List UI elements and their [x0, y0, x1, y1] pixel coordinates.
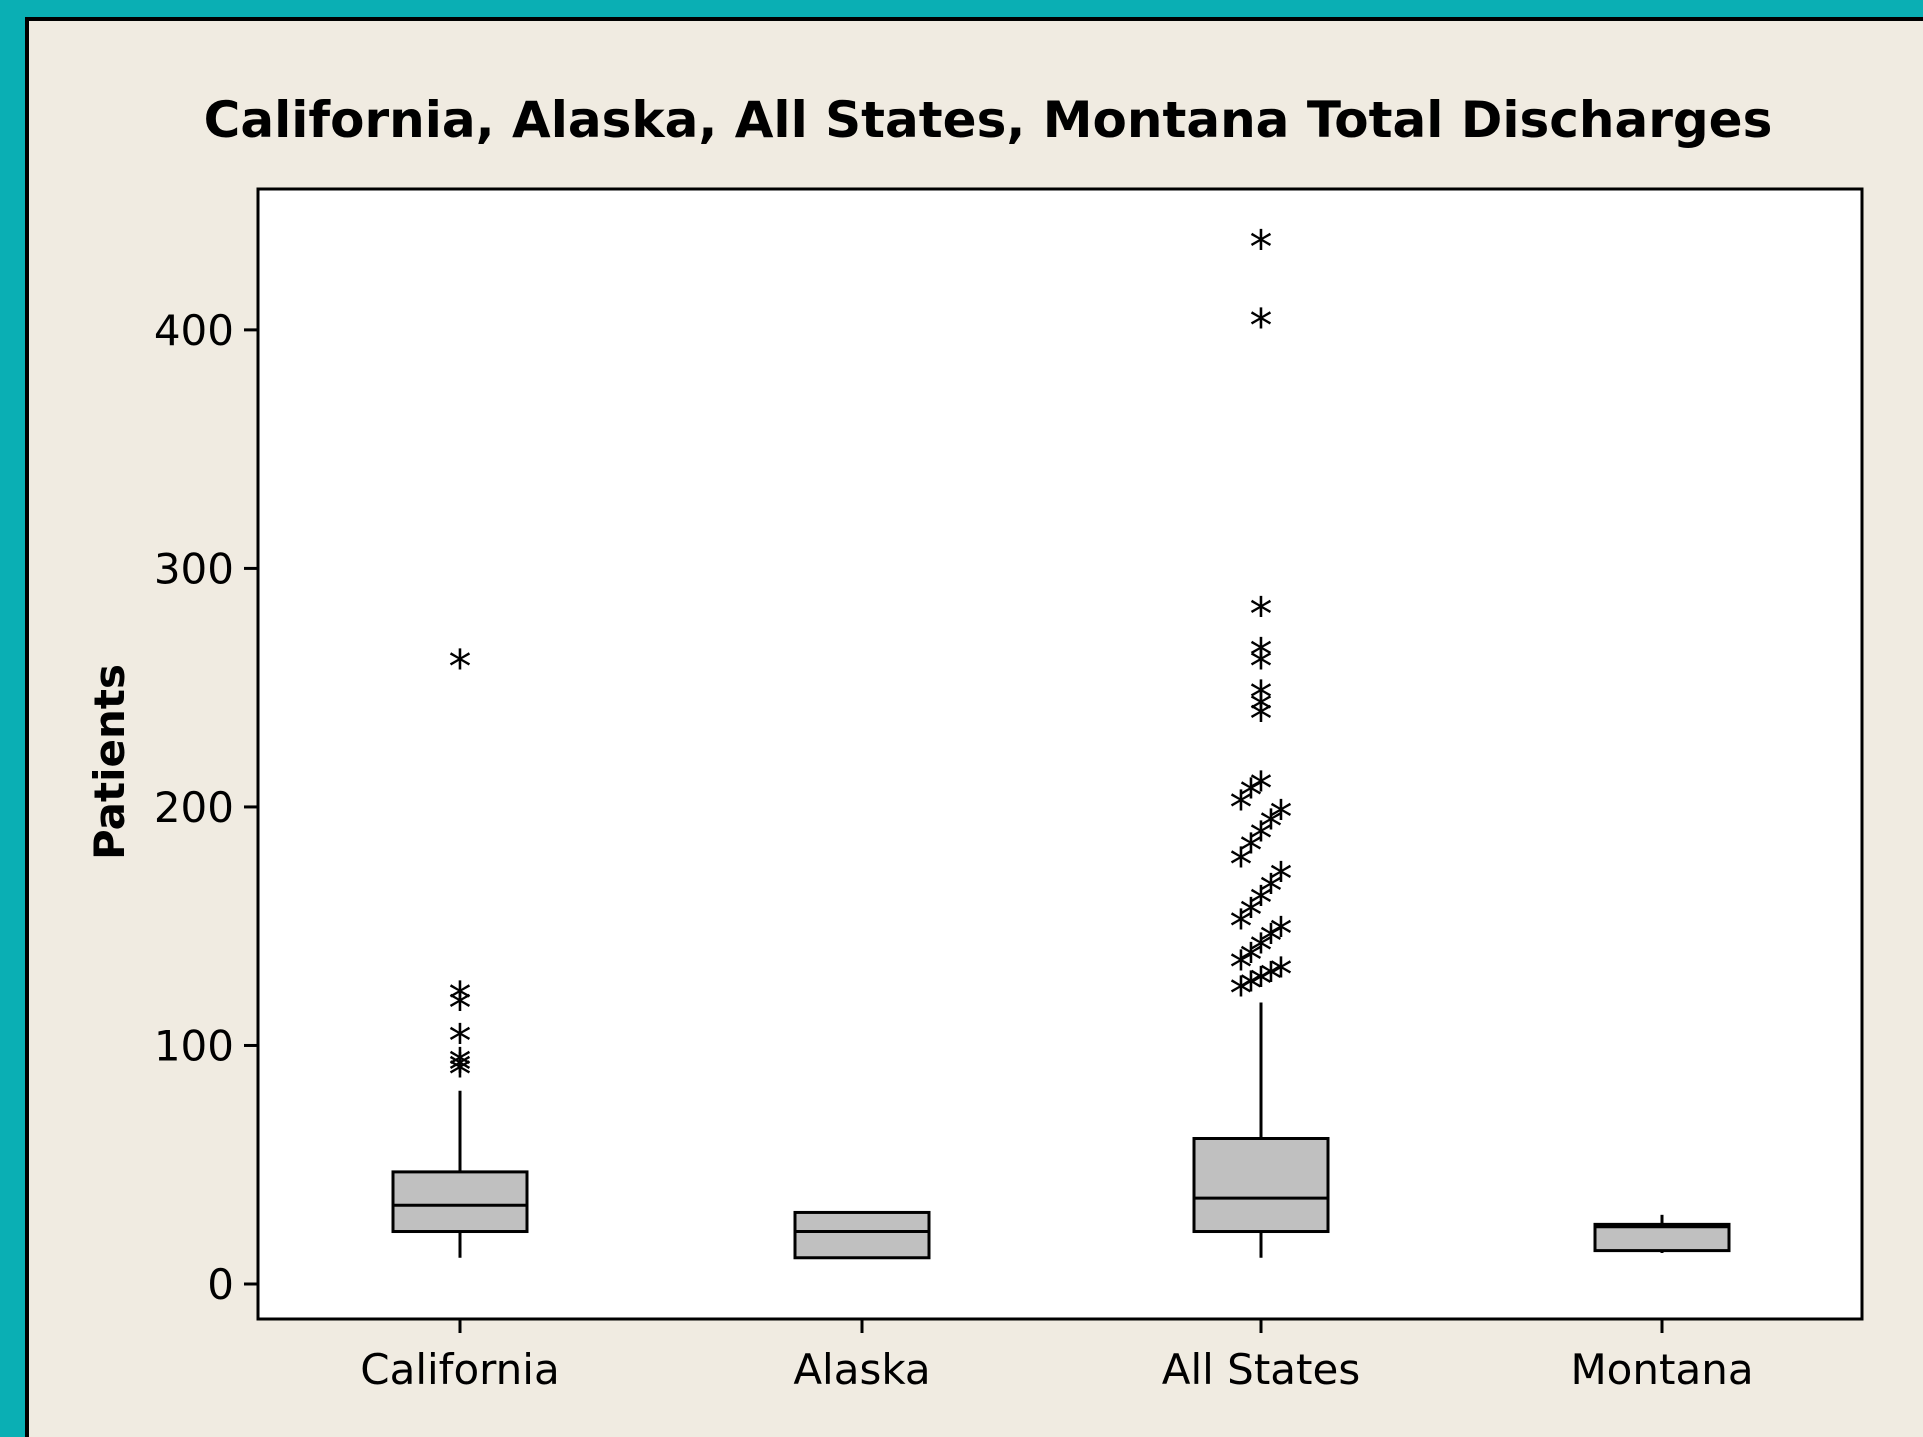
outlier-point: *	[1247, 876, 1275, 930]
outlier-point: *	[446, 1039, 474, 1093]
y-axis-title: Patients	[85, 664, 134, 860]
y-tick-label: 100	[154, 1021, 234, 1070]
plot-area	[256, 187, 1864, 1321]
y-tick-label: 0	[207, 1260, 234, 1309]
y-tick-label: 400	[154, 306, 234, 355]
box-california: *******	[391, 640, 529, 1258]
outlier-point: *	[1267, 907, 1295, 961]
y-axis: 0 100 200 300 400	[154, 306, 258, 1309]
box-montana	[1593, 1214, 1731, 1253]
outlier-point: *	[1247, 671, 1275, 725]
outlier-point: *	[1247, 762, 1275, 816]
outlier-point: *	[1257, 864, 1285, 918]
outlier-point: *	[1257, 800, 1285, 854]
box-all-states: *******************************	[1192, 220, 1330, 1258]
outlier-point: *	[1227, 941, 1255, 995]
outlier-point: *	[446, 1015, 474, 1069]
outlier-point: *	[1247, 588, 1275, 642]
outlier-point: *	[446, 640, 474, 694]
outlier-point: *	[1237, 888, 1265, 942]
box-series: **************************************	[391, 220, 1731, 1260]
y-tick-label: 200	[154, 783, 234, 832]
outlier-point: *	[1247, 924, 1275, 978]
chart-title: California, Alaska, All States, Montana …	[204, 91, 1773, 149]
outlier-point: *	[1267, 852, 1295, 906]
outlier-point: *	[1247, 683, 1275, 737]
outlier-point: *	[1227, 838, 1255, 892]
outlier-point: *	[1267, 948, 1295, 1002]
x-tick-label: Montana	[1570, 1345, 1753, 1394]
x-axis: California Alaska All States Montana	[360, 1319, 1754, 1394]
box-alaska	[793, 1210, 931, 1260]
outlier-point: *	[446, 972, 474, 1026]
outlier-point: *	[1227, 967, 1255, 1021]
outlier-point: *	[1227, 900, 1255, 954]
outlier-point: *	[446, 1043, 474, 1097]
outlier-point: *	[1247, 640, 1275, 694]
iqr-box	[391, 1170, 529, 1234]
outlier-point: *	[1237, 962, 1265, 1016]
outlier-point: *	[1247, 812, 1275, 866]
outlier-point: *	[1267, 790, 1295, 844]
x-tick-label: California	[360, 1345, 559, 1394]
outlier-point: *	[1257, 915, 1285, 969]
outlier-point: *	[446, 1048, 474, 1102]
x-tick-label: All States	[1162, 1345, 1360, 1394]
y-tick-label: 300	[154, 544, 234, 593]
iqr-box	[1192, 1136, 1330, 1234]
x-tick-label: Alaska	[793, 1345, 930, 1394]
outlier-point: *	[1247, 693, 1275, 747]
outlier-point: *	[1257, 953, 1285, 1007]
iqr-box	[1593, 1222, 1731, 1253]
outlier-point: *	[1237, 934, 1265, 988]
iqr-box	[793, 1210, 931, 1260]
outlier-point: *	[1237, 824, 1265, 878]
outlier-point: *	[446, 981, 474, 1035]
outlier-point: *	[1227, 781, 1255, 835]
outlier-point: *	[1247, 957, 1275, 1011]
outlier-point: *	[1237, 769, 1265, 823]
outlier-point: *	[1247, 299, 1275, 353]
outlier-point: *	[1247, 628, 1275, 682]
outlier-point: *	[1247, 220, 1275, 274]
